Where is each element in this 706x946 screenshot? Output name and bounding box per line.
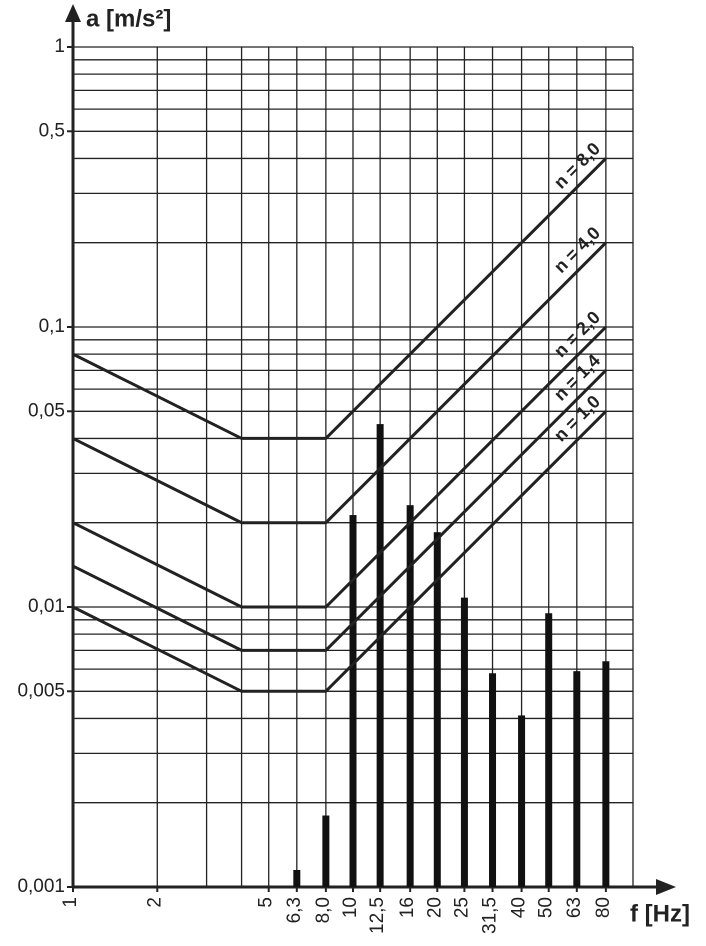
y-tick-label: 0,05 <box>28 400 65 421</box>
bar <box>376 424 384 887</box>
x-tick-label: 20 <box>424 897 445 918</box>
bar <box>602 661 610 887</box>
bar <box>545 613 553 887</box>
x-tick-label: 8,0 <box>313 897 334 923</box>
x-tick-label: 12,5 <box>367 897 388 934</box>
bar <box>406 505 414 887</box>
y-tick-label: 0,005 <box>17 680 65 701</box>
y-tick-label: 0,001 <box>17 876 65 897</box>
bar <box>322 815 330 887</box>
curve <box>72 241 607 525</box>
curve <box>72 157 607 440</box>
x-tick-label: 16 <box>397 897 418 918</box>
curve <box>72 410 607 693</box>
x-tick-label: 63 <box>564 897 585 918</box>
curve <box>72 325 607 609</box>
x-tick-label: 31,5 <box>480 897 501 934</box>
x-axis-label: f [Hz] <box>630 900 690 927</box>
x-tick-label: 80 <box>593 897 614 918</box>
x-tick-label: 5 <box>256 897 277 908</box>
bar <box>460 597 468 887</box>
x-tick-label: 25 <box>451 897 472 918</box>
y-tick-label: 1 <box>54 36 65 57</box>
bar <box>489 673 497 887</box>
bar <box>573 671 581 887</box>
x-tick-label: 50 <box>536 897 557 918</box>
y-tick-label: 0,01 <box>28 596 65 617</box>
x-tick-label: 40 <box>509 897 530 918</box>
bar <box>293 870 301 887</box>
x-tick-label: 2 <box>144 897 165 908</box>
bar <box>349 515 357 887</box>
x-tick-label: 6,3 <box>284 897 305 923</box>
x-tick-label: 1 <box>60 897 81 908</box>
x-tick-label: 10 <box>340 897 361 918</box>
bar <box>518 715 526 887</box>
y-axis-label: a [m/s²] <box>86 5 171 32</box>
y-tick-label: 0,5 <box>39 120 65 141</box>
curve <box>72 369 607 652</box>
x-axis-arrow <box>656 879 676 895</box>
bar <box>433 532 441 887</box>
y-tick-label: 0,1 <box>39 316 65 337</box>
y-axis-arrow <box>65 4 81 22</box>
